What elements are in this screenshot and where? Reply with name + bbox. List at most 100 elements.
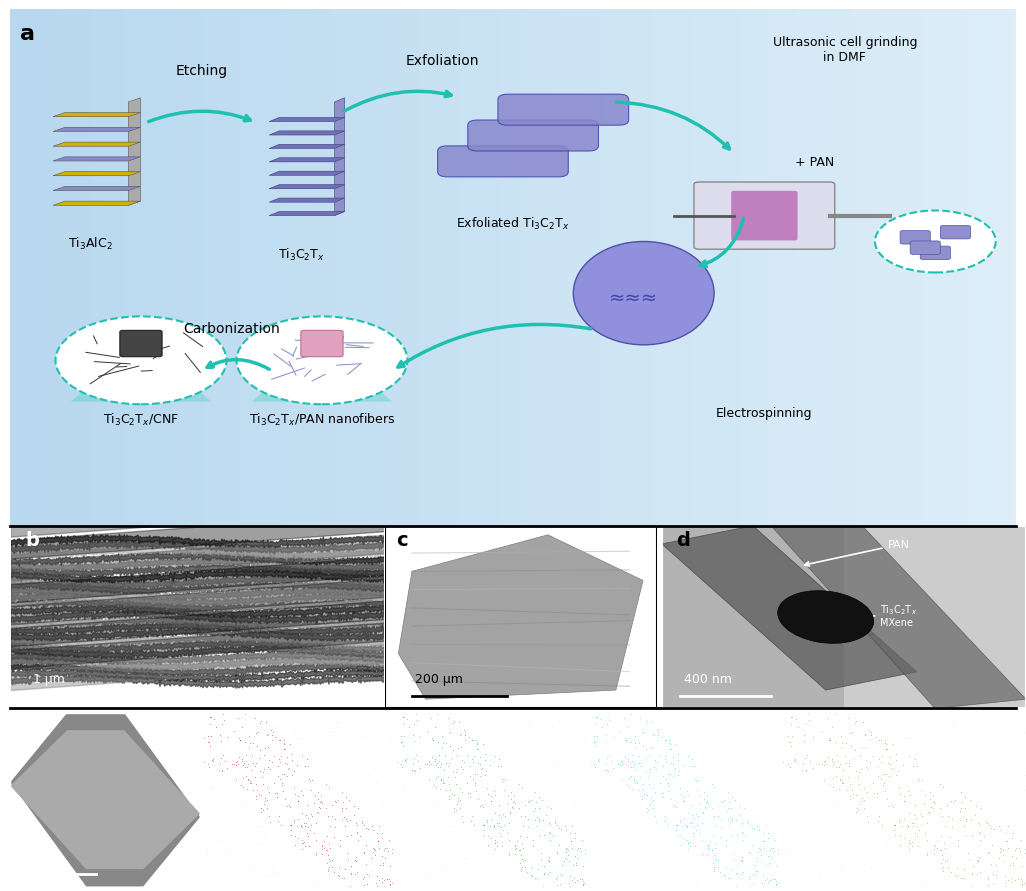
Point bbox=[604, 866, 621, 880]
Point bbox=[919, 846, 936, 860]
Point bbox=[506, 846, 522, 861]
Point bbox=[836, 801, 853, 815]
Point bbox=[484, 728, 501, 742]
Point bbox=[587, 759, 603, 773]
Point bbox=[210, 771, 227, 785]
Point bbox=[741, 846, 757, 860]
Point bbox=[529, 752, 546, 766]
Point bbox=[424, 812, 440, 826]
Point bbox=[614, 829, 630, 843]
Point bbox=[624, 754, 640, 768]
Point bbox=[958, 775, 975, 789]
Point bbox=[627, 741, 643, 756]
Point bbox=[822, 732, 838, 747]
Point bbox=[642, 827, 659, 841]
Point bbox=[933, 760, 949, 774]
Point bbox=[304, 873, 320, 887]
Point bbox=[461, 731, 477, 745]
Point bbox=[709, 737, 725, 751]
Point bbox=[1015, 731, 1026, 745]
Point bbox=[226, 757, 242, 772]
Point bbox=[297, 759, 313, 773]
Point bbox=[698, 795, 714, 809]
Point bbox=[243, 776, 260, 790]
Point bbox=[435, 842, 451, 856]
Point bbox=[358, 857, 374, 871]
Point bbox=[447, 836, 464, 850]
Point bbox=[822, 778, 838, 792]
Point bbox=[1008, 763, 1024, 777]
Point bbox=[489, 819, 506, 833]
Point bbox=[396, 781, 412, 796]
Point bbox=[477, 879, 494, 891]
Point bbox=[692, 796, 708, 810]
Point bbox=[961, 781, 978, 796]
Point bbox=[441, 789, 458, 804]
Point bbox=[717, 870, 734, 884]
Point bbox=[283, 818, 300, 832]
Point bbox=[935, 847, 951, 862]
Point bbox=[833, 862, 850, 876]
Text: F: F bbox=[995, 858, 1007, 876]
Point bbox=[432, 706, 448, 720]
Point bbox=[842, 865, 859, 879]
Point bbox=[748, 730, 764, 744]
Point bbox=[396, 839, 412, 854]
Point bbox=[601, 833, 618, 847]
Point bbox=[767, 739, 784, 753]
Ellipse shape bbox=[574, 241, 714, 345]
Point bbox=[683, 716, 700, 731]
Point bbox=[318, 801, 334, 815]
Point bbox=[596, 821, 613, 835]
Point bbox=[957, 782, 974, 797]
Point bbox=[733, 735, 749, 749]
Point bbox=[997, 869, 1014, 883]
Point bbox=[385, 748, 401, 763]
Point bbox=[250, 862, 267, 877]
Point bbox=[203, 780, 220, 794]
Point bbox=[365, 823, 382, 838]
Point bbox=[640, 765, 657, 780]
Point bbox=[389, 854, 405, 868]
Point bbox=[574, 805, 590, 820]
Point bbox=[784, 780, 800, 794]
Ellipse shape bbox=[778, 591, 874, 643]
Point bbox=[348, 825, 364, 839]
Point bbox=[214, 773, 231, 788]
Point bbox=[417, 870, 433, 884]
Point bbox=[641, 838, 658, 852]
Point bbox=[516, 797, 532, 812]
Point bbox=[588, 717, 604, 732]
Point bbox=[492, 714, 509, 728]
Point bbox=[549, 754, 565, 768]
Point bbox=[195, 811, 211, 825]
Point bbox=[722, 780, 739, 794]
Point bbox=[1013, 872, 1026, 887]
Point bbox=[476, 817, 492, 831]
Point bbox=[713, 749, 729, 764]
Point bbox=[735, 748, 751, 762]
Point bbox=[726, 793, 743, 807]
Point bbox=[725, 714, 742, 728]
Point bbox=[797, 717, 814, 732]
Point bbox=[926, 757, 943, 772]
Point bbox=[778, 832, 794, 846]
Point bbox=[303, 807, 319, 822]
Point bbox=[660, 776, 676, 790]
Point bbox=[786, 755, 802, 769]
Point bbox=[586, 734, 602, 748]
Point bbox=[935, 713, 951, 727]
Point bbox=[718, 839, 735, 854]
Point bbox=[780, 729, 796, 743]
Point bbox=[950, 780, 966, 794]
Point bbox=[1014, 879, 1026, 891]
Point bbox=[408, 837, 425, 851]
Point bbox=[302, 872, 318, 887]
Point bbox=[409, 754, 426, 768]
Point bbox=[575, 874, 591, 888]
Point bbox=[749, 851, 765, 865]
Point bbox=[1013, 805, 1026, 820]
Point bbox=[301, 820, 317, 834]
Point bbox=[999, 834, 1016, 848]
Point bbox=[642, 762, 659, 776]
